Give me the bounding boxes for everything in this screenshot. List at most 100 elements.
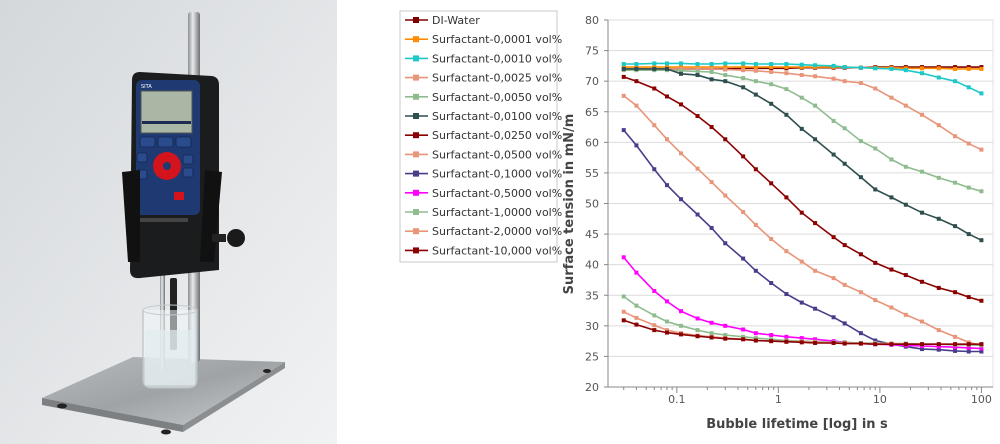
y-tick-label: 30 <box>585 320 599 333</box>
data-point <box>621 74 626 79</box>
legend-swatch-marker <box>413 113 419 119</box>
legend-box <box>399 10 558 263</box>
data-point <box>842 126 847 131</box>
data-point <box>784 292 789 297</box>
x-tick-label: 1 <box>775 393 782 406</box>
data-point <box>889 66 894 71</box>
data-point <box>936 123 941 128</box>
data-point <box>784 62 789 67</box>
legend: DI-Water Surfactant-0,0001 vol% Surfactant… <box>399 10 562 263</box>
data-point <box>753 65 758 70</box>
data-point <box>741 327 746 332</box>
data-point <box>621 309 626 314</box>
data-point <box>920 112 925 117</box>
y-axis-title: Surface tension in mN/m <box>562 114 577 295</box>
data-point <box>813 63 818 68</box>
data-point <box>769 339 774 344</box>
series-8 <box>621 93 984 348</box>
data-point <box>842 65 847 70</box>
data-point <box>784 339 789 344</box>
series-line <box>623 76 982 302</box>
data-point <box>799 300 804 305</box>
beaker <box>142 304 198 389</box>
data-point <box>784 87 789 92</box>
data-point <box>966 185 971 190</box>
data-point <box>634 322 639 327</box>
data-point <box>709 320 714 325</box>
data-point <box>664 299 669 304</box>
data-point <box>709 66 714 71</box>
series-6 <box>621 66 984 243</box>
data-point <box>664 94 669 99</box>
y-tick-label: 60 <box>585 136 599 149</box>
data-point <box>831 340 836 345</box>
data-point <box>966 66 971 71</box>
data-point <box>936 328 941 333</box>
data-point <box>664 330 669 335</box>
data-point <box>842 321 847 326</box>
data-point <box>873 338 878 343</box>
data-point <box>903 202 908 207</box>
series-5 <box>621 68 984 194</box>
data-point <box>813 340 818 345</box>
data-point <box>634 315 639 320</box>
data-point <box>652 328 657 333</box>
data-point <box>634 62 639 67</box>
data-point <box>709 180 714 185</box>
data-point <box>831 118 836 123</box>
data-point <box>784 71 789 76</box>
data-point <box>936 66 941 71</box>
data-point <box>621 318 626 323</box>
legend-swatch-marker <box>413 247 419 254</box>
data-point <box>723 336 728 341</box>
data-point <box>953 134 958 139</box>
data-point <box>723 333 728 338</box>
data-point <box>831 63 836 68</box>
data-point <box>741 337 746 342</box>
data-point <box>936 342 941 347</box>
legend-swatch-marker <box>413 74 419 81</box>
data-point <box>621 62 626 67</box>
data-point <box>753 68 758 73</box>
data-point <box>858 252 863 257</box>
data-point <box>813 268 818 273</box>
data-point <box>784 334 789 339</box>
data-point <box>889 267 894 272</box>
data-point <box>664 183 669 188</box>
data-point <box>741 334 746 339</box>
data-point <box>936 285 941 290</box>
data-point <box>903 68 908 73</box>
x-tick-label: 100 <box>971 393 992 406</box>
data-point <box>621 255 626 260</box>
data-point <box>953 79 958 84</box>
data-point <box>753 62 758 67</box>
legend-label: Surfactant-0,0010 vol% <box>432 52 562 65</box>
data-point <box>842 341 847 346</box>
data-point <box>920 319 925 324</box>
y-tick-label: 75 <box>585 45 599 58</box>
x-tick-label: 0.1 <box>668 393 686 406</box>
data-point <box>753 167 758 172</box>
data-point <box>709 335 714 340</box>
data-point <box>831 152 836 157</box>
legend-label: Surfactant-0,0250 vol% <box>432 129 562 142</box>
series-13 <box>621 318 984 347</box>
data-point <box>784 249 789 254</box>
legend-label: Surfactant-0,1000 vol% <box>432 168 562 181</box>
data-point <box>920 210 925 215</box>
axes: 20 25 30 35 40 45 50 55 60 65 70 75 80 0.1 1 10 100 <box>585 14 993 406</box>
legend-label: Surfactant-2,0000 vol% <box>432 225 562 238</box>
data-point <box>664 319 669 324</box>
x-axis-title: Bubble lifetime [log] in s <box>706 417 888 432</box>
data-point <box>903 342 908 347</box>
data-point <box>695 212 700 217</box>
data-point <box>695 316 700 321</box>
data-point <box>723 61 728 66</box>
data-point <box>979 346 984 351</box>
legend-swatch-marker <box>413 132 419 139</box>
data-point <box>979 189 984 194</box>
data-point <box>679 68 684 73</box>
y-tick-label: 25 <box>585 350 599 363</box>
data-point <box>903 273 908 278</box>
data-point <box>889 305 894 310</box>
